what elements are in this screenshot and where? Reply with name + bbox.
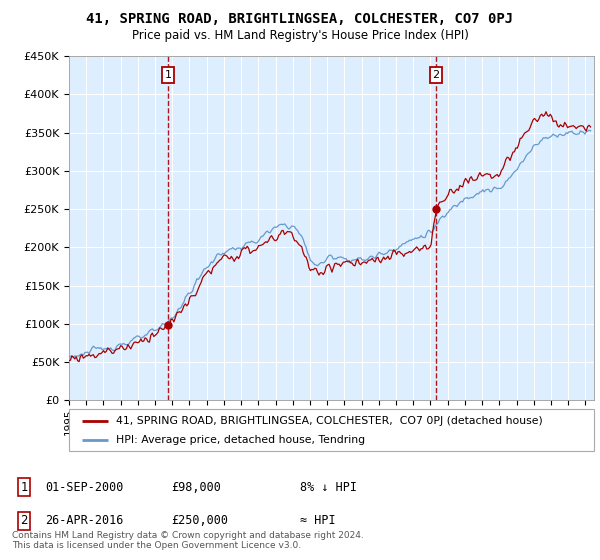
Text: HPI: Average price, detached house, Tendring: HPI: Average price, detached house, Tend… [116, 435, 365, 445]
Text: Contains HM Land Registry data © Crown copyright and database right 2024.
This d: Contains HM Land Registry data © Crown c… [12, 530, 364, 550]
Text: 26-APR-2016: 26-APR-2016 [45, 514, 124, 528]
Text: £98,000: £98,000 [171, 480, 221, 494]
Text: 1: 1 [20, 480, 28, 494]
Text: ≈ HPI: ≈ HPI [300, 514, 335, 528]
Text: 1: 1 [164, 70, 172, 80]
Text: £250,000: £250,000 [171, 514, 228, 528]
Text: Price paid vs. HM Land Registry's House Price Index (HPI): Price paid vs. HM Land Registry's House … [131, 29, 469, 42]
FancyBboxPatch shape [69, 409, 594, 451]
Text: 2: 2 [433, 70, 440, 80]
Text: 41, SPRING ROAD, BRIGHTLINGSEA, COLCHESTER,  CO7 0PJ (detached house): 41, SPRING ROAD, BRIGHTLINGSEA, COLCHEST… [116, 416, 543, 426]
Text: 8% ↓ HPI: 8% ↓ HPI [300, 480, 357, 494]
Text: 2: 2 [20, 514, 28, 528]
Text: 01-SEP-2000: 01-SEP-2000 [45, 480, 124, 494]
Text: 41, SPRING ROAD, BRIGHTLINGSEA, COLCHESTER, CO7 0PJ: 41, SPRING ROAD, BRIGHTLINGSEA, COLCHEST… [86, 12, 514, 26]
